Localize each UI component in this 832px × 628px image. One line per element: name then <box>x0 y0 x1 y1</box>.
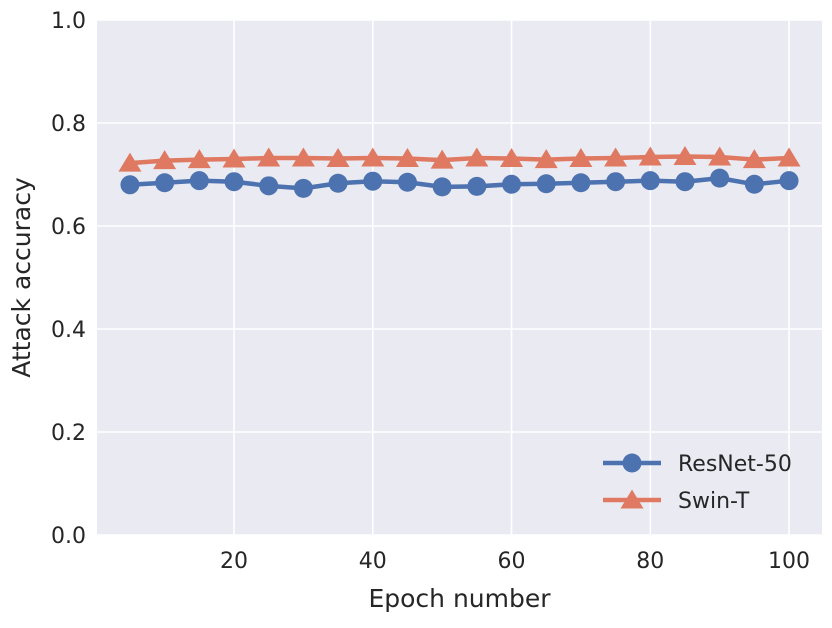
x-tick-label: 40 <box>359 549 387 574</box>
series-group <box>118 145 801 198</box>
data-point-marker <box>430 149 454 169</box>
data-point-marker <box>500 148 524 168</box>
data-point-marker <box>742 149 766 169</box>
data-point-marker <box>640 171 660 191</box>
y-tick-label: 0.0 <box>51 524 86 549</box>
data-point-marker <box>120 175 140 195</box>
data-point-marker <box>638 146 662 166</box>
data-point-marker <box>257 147 281 167</box>
data-point-marker <box>673 145 697 165</box>
data-point-marker <box>710 168 730 188</box>
y-tick-label: 0.4 <box>51 318 86 343</box>
legend-label: ResNet-50 <box>678 452 792 477</box>
data-point-marker <box>118 152 142 172</box>
x-tick-label: 80 <box>636 549 664 574</box>
data-point-marker <box>777 147 801 167</box>
y-tick-label: 0.8 <box>51 112 86 137</box>
data-point-marker <box>708 146 732 166</box>
data-point-marker <box>259 176 279 196</box>
data-point-marker <box>569 148 593 168</box>
x-axis-label: Epoch number <box>368 584 551 613</box>
data-point-marker <box>606 172 626 192</box>
data-point-marker <box>155 173 175 193</box>
data-point-marker <box>187 149 211 169</box>
legend-item-resnet-50: ResNet-50 <box>603 452 792 477</box>
data-point-marker <box>744 174 764 194</box>
data-point-marker <box>363 171 383 191</box>
legend: ResNet-50 Swin-T <box>603 452 792 514</box>
x-tick-label: 100 <box>768 549 810 574</box>
legend-marker-circle-icon <box>622 453 642 473</box>
data-point-marker <box>432 177 452 197</box>
x-tick-label: 60 <box>498 549 526 574</box>
y-tick-label: 0.6 <box>51 215 86 240</box>
data-point-marker <box>604 147 628 167</box>
data-point-marker <box>328 173 348 193</box>
data-point-marker <box>467 176 487 196</box>
data-point-marker <box>465 147 489 167</box>
data-point-marker <box>675 172 695 192</box>
data-point-marker <box>571 173 591 193</box>
tick-labels: 0.0 0.2 0.4 0.6 0.8 1.0 20 40 60 80 100 <box>51 9 810 574</box>
data-point-marker <box>397 172 417 192</box>
data-point-marker <box>153 150 177 170</box>
data-point-marker <box>326 148 350 168</box>
x-tick-label: 20 <box>220 549 248 574</box>
series-resnet-50 <box>120 168 799 198</box>
data-point-marker <box>291 147 315 167</box>
data-point-marker <box>293 178 313 198</box>
data-point-marker <box>361 147 385 167</box>
legend-marker-triangle-icon <box>620 489 644 509</box>
data-point-marker <box>536 174 556 194</box>
series-swin-t <box>118 145 801 172</box>
data-point-marker <box>189 171 209 191</box>
plot-area <box>97 20 822 535</box>
data-point-marker <box>395 148 419 168</box>
data-point-marker <box>502 174 522 194</box>
data-point-marker <box>534 149 558 169</box>
y-tick-label: 1.0 <box>51 9 86 34</box>
y-tick-label: 0.2 <box>51 421 86 446</box>
y-axis-label: Attack accuracy <box>7 177 36 378</box>
legend-label: Swin-T <box>678 489 750 514</box>
legend-item-swin-t: Swin-T <box>603 489 750 514</box>
data-point-marker <box>779 171 799 191</box>
data-point-marker <box>222 148 246 168</box>
gridlines <box>97 19 822 536</box>
data-point-marker <box>224 172 244 192</box>
